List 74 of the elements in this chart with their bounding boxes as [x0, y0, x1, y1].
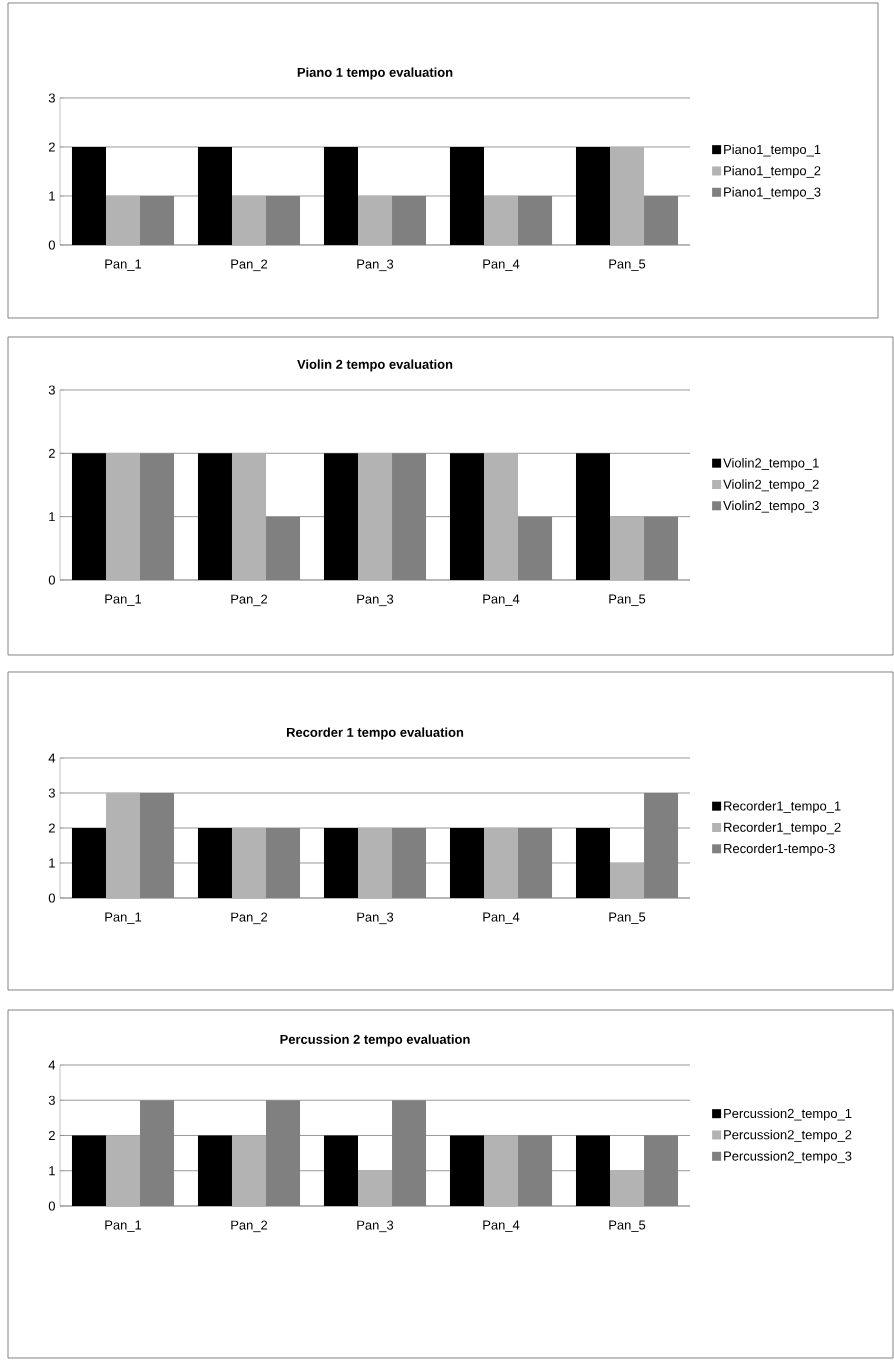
x-tick-label: Pan_2: [231, 594, 268, 607]
x-tick-label: Pan_2: [231, 912, 268, 925]
x-tick-label: Pan_3: [357, 1220, 394, 1233]
x-tick-label: Pan_4: [483, 1220, 520, 1232]
x-tick-label: Pan_5: [609, 1220, 646, 1232]
bar: [484, 827, 519, 898]
chart-title: Recorder 1 tempo evaluation: [286, 727, 464, 740]
x-tick-label: Pan_1: [105, 259, 142, 271]
x-tick-label: Pan_4: [483, 912, 520, 924]
legend-label: Recorder1_tempo_1: [724, 801, 841, 814]
legend-label: Recorder1-tempo-3: [724, 843, 835, 856]
chart-title: Percussion 2 tempo evaluation: [280, 1034, 470, 1047]
y-tick-label: 1: [49, 512, 55, 522]
x-tick-label: Pan_3: [357, 259, 394, 272]
x-tick-label: Pan_3: [357, 912, 394, 925]
x-tick-label: Pan_4: [483, 594, 520, 606]
y-tick-label: 0: [48, 240, 55, 250]
bar: [231, 1135, 267, 1206]
x-tick-label: Pan_1: [105, 912, 142, 924]
bar: [105, 792, 141, 898]
bar: [105, 1135, 141, 1206]
bar: [197, 827, 232, 898]
x-tick-label: Pan_2: [231, 1220, 268, 1233]
y-tick-label: 4: [48, 753, 56, 763]
bar: [71, 827, 106, 898]
legend-label: Violin2_tempo_1: [723, 458, 819, 471]
x-tick-label: Pan_1: [105, 1220, 142, 1232]
x-tick-label: Pan_2: [231, 259, 268, 272]
x-tick-label: Pan_3: [357, 594, 394, 607]
bar: [575, 1135, 610, 1206]
bar: [610, 862, 645, 898]
x-tick-label: Pan_4: [483, 259, 520, 271]
y-tick-label: 1: [49, 858, 55, 868]
bar: [358, 1170, 393, 1206]
bar: [231, 827, 267, 898]
x-tick-label: Pan_5: [609, 259, 646, 271]
bar: [197, 1135, 232, 1206]
y-tick-label: 3: [48, 93, 55, 103]
y-tick-label: 2: [48, 1130, 55, 1141]
legend-label: Piano1_tempo_3: [724, 187, 821, 200]
bar: [71, 1135, 106, 1206]
y-tick-label: 1: [49, 191, 55, 201]
y-tick-label: 4: [48, 1060, 56, 1070]
legend-label: Violin2_tempo_2: [723, 479, 819, 492]
y-tick-label: 2: [48, 448, 55, 458]
legend-label: Recorder1_tempo_2: [724, 822, 841, 835]
legend-label: Piano1_tempo_1: [724, 144, 821, 157]
bar: [484, 1135, 519, 1206]
bar: [323, 1135, 358, 1206]
bar: [610, 1170, 645, 1206]
bar: [358, 827, 393, 898]
y-tick-label: 3: [48, 1095, 55, 1105]
x-tick-label: Pan_5: [609, 594, 646, 606]
chart-title: Piano 1 tempo evaluation: [297, 67, 453, 80]
legend-label: Percussion2_tempo_3: [724, 1151, 852, 1164]
legend-label: Violin2_tempo_3: [723, 500, 819, 513]
y-tick-label: 1: [49, 1166, 55, 1176]
x-tick-label: Pan_5: [609, 912, 646, 924]
x-tick-label: Pan_1: [105, 594, 142, 606]
y-tick-label: 0: [48, 893, 55, 903]
legend-label: Percussion2_tempo_2: [724, 1129, 852, 1142]
y-tick-label: 3: [48, 385, 55, 395]
y-tick-label: 3: [48, 788, 55, 798]
legend-label: Piano1_tempo_2: [724, 165, 821, 178]
y-tick-label: 0: [48, 1201, 55, 1211]
y-tick-label: 2: [48, 142, 55, 152]
bar: [575, 827, 610, 898]
bar: [449, 1135, 484, 1206]
y-tick-label: 0: [48, 575, 55, 585]
bar: [449, 827, 484, 898]
y-tick-label: 2: [48, 823, 55, 833]
legend-label: Percussion2_tempo_1: [724, 1108, 852, 1121]
bar: [323, 827, 358, 898]
chart-title: Violin 2 tempo evaluation: [297, 359, 453, 372]
